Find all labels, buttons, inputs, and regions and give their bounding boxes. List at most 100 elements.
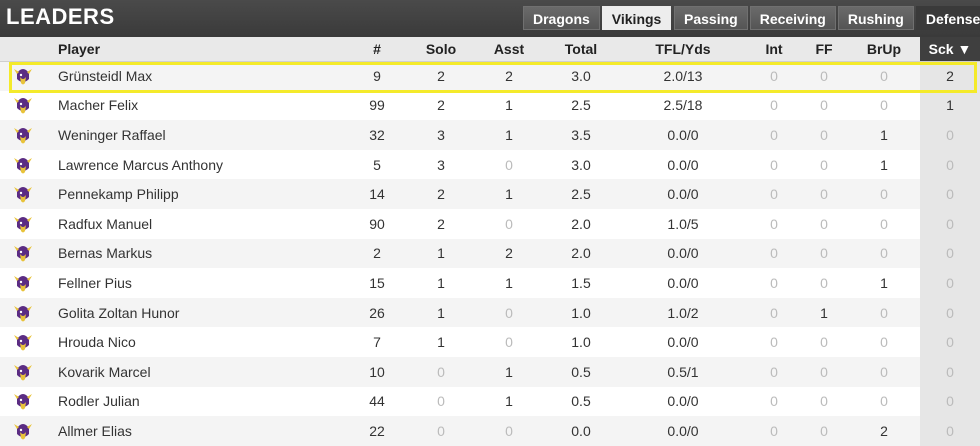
cell-brup: 0 xyxy=(848,297,920,328)
player-name[interactable]: Grünsteidl Max xyxy=(46,61,346,91)
col-int[interactable]: Int xyxy=(748,37,800,62)
col-ff[interactable]: FF xyxy=(800,37,848,62)
cell-num: 15 xyxy=(346,268,408,298)
cell-sck: 0 xyxy=(920,327,980,357)
cell-int: 0 xyxy=(748,120,800,150)
table-row[interactable]: Grünsteidl Max 9 2 2 3.0 2.0/13 0 0 0 2 xyxy=(0,61,980,91)
vikings-helmet-icon xyxy=(13,183,33,205)
tab-vikings[interactable]: Vikings xyxy=(601,6,672,30)
player-name[interactable]: Bernas Markus xyxy=(46,238,346,269)
tab-dragons[interactable]: Dragons xyxy=(523,6,600,30)
cell-asst: 1 xyxy=(474,120,544,150)
cell-sck: 0 xyxy=(920,356,980,387)
cell-brup: 1 xyxy=(848,120,920,150)
vikings-helmet-icon xyxy=(13,242,33,264)
cell-ff: 0 xyxy=(800,61,848,91)
cell-int: 0 xyxy=(748,149,800,180)
table-row[interactable]: Rodler Julian 44 0 1 0.5 0.0/0 0 0 0 0 xyxy=(0,386,980,417)
page-title: LEADERS xyxy=(6,4,115,29)
cell-int: 0 xyxy=(748,268,800,298)
col-player[interactable]: Player xyxy=(46,37,346,62)
table-row[interactable]: Lawrence Marcus Anthony 5 3 0 3.0 0.0/0 0 0 1 0 xyxy=(0,149,980,180)
table-row[interactable]: Pennekamp Philipp 14 2 1 2.5 0.0/0 0 0 0 0 xyxy=(0,179,980,209)
cell-ff: 0 xyxy=(800,386,848,417)
player-name[interactable]: Hrouda Nico xyxy=(46,327,346,357)
cell-total: 1.0 xyxy=(544,327,618,357)
cell-total: 1.0 xyxy=(544,297,618,328)
table-row[interactable]: Fellner Pius 15 1 1 1.5 0.0/0 0 0 1 0 xyxy=(0,268,980,298)
cell-tfl: 0.0/0 xyxy=(618,386,748,417)
cell-total: 3.0 xyxy=(544,61,618,91)
cell-total: 3.5 xyxy=(544,120,618,150)
vikings-helmet-icon xyxy=(13,420,33,442)
table-row[interactable]: Macher Felix 99 2 1 2.5 2.5/18 0 0 0 1 xyxy=(0,90,980,121)
col-number[interactable]: # xyxy=(346,37,408,62)
table-row[interactable]: Golita Zoltan Hunor 26 1 0 1.0 1.0/2 0 1 0 0 xyxy=(0,297,980,328)
team-logo-cell xyxy=(0,297,46,328)
cell-num: 5 xyxy=(346,149,408,180)
team-logo-cell xyxy=(0,149,46,180)
cell-total: 1.5 xyxy=(544,268,618,298)
col-asst[interactable]: Asst xyxy=(474,37,544,62)
tab-receiving[interactable]: Receiving xyxy=(749,6,836,30)
table-row[interactable]: Radfux Manuel 90 2 0 2.0 1.0/5 0 0 0 0 xyxy=(0,208,980,239)
cell-solo: 0 xyxy=(408,416,474,446)
cell-solo: 2 xyxy=(408,61,474,91)
cell-tfl: 1.0/2 xyxy=(618,297,748,328)
player-name[interactable]: Lawrence Marcus Anthony xyxy=(46,149,346,180)
cell-ff: 0 xyxy=(800,268,848,298)
player-name[interactable]: Pennekamp Philipp xyxy=(46,179,346,209)
leaders-header-bar: LEADERS Dragons Vikings Passing Receivin… xyxy=(0,0,980,37)
cell-ff: 0 xyxy=(800,208,848,239)
cell-sck: 0 xyxy=(920,238,980,269)
player-name[interactable]: Rodler Julian xyxy=(46,386,346,417)
player-name[interactable]: Radfux Manuel xyxy=(46,208,346,239)
tab-rushing[interactable]: Rushing xyxy=(837,6,914,30)
team-logo-cell xyxy=(0,268,46,298)
cell-int: 0 xyxy=(748,386,800,417)
cell-tfl: 2.0/13 xyxy=(618,61,748,91)
cell-brup: 0 xyxy=(848,208,920,239)
vikings-helmet-icon xyxy=(13,302,33,324)
cell-sck: 0 xyxy=(920,386,980,417)
table-row[interactable]: Weninger Raffael 32 3 1 3.5 0.0/0 0 0 1 0 xyxy=(0,120,980,150)
player-name[interactable]: Weninger Raffael xyxy=(46,120,346,150)
table-row[interactable]: Bernas Markus 2 1 2 2.0 0.0/0 0 0 0 0 xyxy=(0,238,980,269)
table-row[interactable]: Allmer Elias 22 0 0 0.0 0.0/0 0 0 2 0 xyxy=(0,416,980,446)
player-name[interactable]: Fellner Pius xyxy=(46,268,346,298)
cell-ff: 0 xyxy=(800,238,848,269)
cell-asst: 1 xyxy=(474,90,544,121)
col-total[interactable]: Total xyxy=(544,37,618,62)
col-sck-sorted[interactable]: Sck ▼ xyxy=(920,37,980,62)
player-name[interactable]: Golita Zoltan Hunor xyxy=(46,297,346,328)
col-brup[interactable]: BrUp xyxy=(848,37,920,62)
cell-solo: 2 xyxy=(408,208,474,239)
cell-brup: 0 xyxy=(848,61,920,91)
table-row[interactable]: Kovarik Marcel 10 0 1 0.5 0.5/1 0 0 0 0 xyxy=(0,356,980,387)
cell-num: 2 xyxy=(346,238,408,269)
player-name[interactable]: Allmer Elias xyxy=(46,416,346,446)
player-name[interactable]: Kovarik Marcel xyxy=(46,356,346,387)
cell-solo: 2 xyxy=(408,90,474,121)
cell-tfl: 0.0/0 xyxy=(618,149,748,180)
cell-num: 22 xyxy=(346,416,408,446)
cell-num: 99 xyxy=(346,90,408,121)
cell-int: 0 xyxy=(748,90,800,121)
cell-num: 14 xyxy=(346,179,408,209)
cell-brup: 2 xyxy=(848,416,920,446)
vikings-helmet-icon xyxy=(13,272,33,294)
team-logo-cell xyxy=(0,386,46,417)
cell-asst: 1 xyxy=(474,386,544,417)
col-solo[interactable]: Solo xyxy=(408,37,474,62)
cell-ff: 1 xyxy=(800,297,848,328)
player-name[interactable]: Macher Felix xyxy=(46,90,346,121)
cell-total: 3.0 xyxy=(544,149,618,180)
team-logo-cell xyxy=(0,61,46,91)
table-row[interactable]: Hrouda Nico 7 1 0 1.0 0.0/0 0 0 0 0 xyxy=(0,327,980,357)
tab-defense[interactable]: Defense xyxy=(915,6,980,30)
team-logo-cell xyxy=(0,238,46,269)
tab-passing[interactable]: Passing xyxy=(674,6,748,30)
col-tfl-yds[interactable]: TFL/Yds xyxy=(618,37,748,62)
vikings-helmet-icon xyxy=(13,390,33,412)
cell-ff: 0 xyxy=(800,327,848,357)
